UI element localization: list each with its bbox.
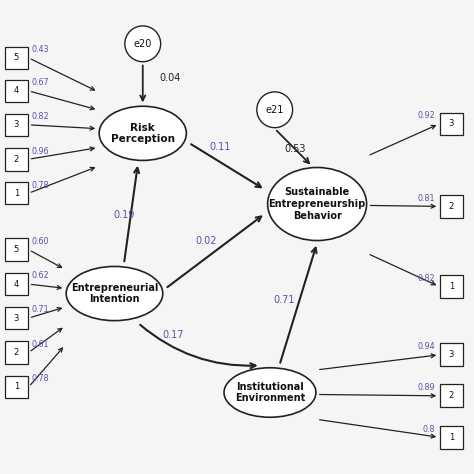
Ellipse shape xyxy=(66,266,163,320)
Text: 4: 4 xyxy=(14,86,19,95)
Text: 0.92: 0.92 xyxy=(418,111,436,120)
Text: 0.78: 0.78 xyxy=(31,374,49,383)
Text: 3: 3 xyxy=(449,119,454,128)
Text: 0.94: 0.94 xyxy=(418,342,436,351)
FancyBboxPatch shape xyxy=(5,341,28,364)
Text: 0.96: 0.96 xyxy=(31,146,49,155)
Text: 0.82: 0.82 xyxy=(418,274,436,283)
Ellipse shape xyxy=(224,368,316,417)
FancyBboxPatch shape xyxy=(5,307,28,329)
Text: Risk
Perception: Risk Perception xyxy=(111,123,175,144)
Text: 0.04: 0.04 xyxy=(159,73,181,83)
Text: 3: 3 xyxy=(449,350,454,359)
FancyBboxPatch shape xyxy=(5,182,28,204)
Text: 2: 2 xyxy=(14,348,19,357)
Text: 0.17: 0.17 xyxy=(163,330,184,340)
Text: Institutional
Environment: Institutional Environment xyxy=(235,382,305,403)
Text: 0.19: 0.19 xyxy=(113,210,135,220)
FancyBboxPatch shape xyxy=(439,113,463,135)
Text: 0.62: 0.62 xyxy=(31,272,49,281)
FancyBboxPatch shape xyxy=(439,426,463,448)
Ellipse shape xyxy=(99,106,186,160)
Text: 2: 2 xyxy=(14,155,19,164)
FancyBboxPatch shape xyxy=(439,195,463,218)
Text: 1: 1 xyxy=(14,189,19,198)
Text: 1: 1 xyxy=(449,433,454,442)
FancyBboxPatch shape xyxy=(5,114,28,136)
Text: 4: 4 xyxy=(14,280,19,289)
Text: 0.82: 0.82 xyxy=(31,112,49,121)
Text: 2: 2 xyxy=(449,202,454,211)
Text: 5: 5 xyxy=(14,245,19,254)
Text: Entrepreneurial
Intention: Entrepreneurial Intention xyxy=(71,283,158,304)
Text: 0.11: 0.11 xyxy=(210,142,231,152)
Text: e21: e21 xyxy=(265,105,284,115)
FancyBboxPatch shape xyxy=(5,273,28,295)
Text: 0.61: 0.61 xyxy=(31,340,48,349)
Text: 0.60: 0.60 xyxy=(31,237,48,246)
Text: 0.43: 0.43 xyxy=(31,46,48,55)
FancyBboxPatch shape xyxy=(5,46,28,69)
FancyBboxPatch shape xyxy=(5,375,28,398)
FancyBboxPatch shape xyxy=(5,238,28,261)
Text: 0.53: 0.53 xyxy=(284,144,306,154)
FancyBboxPatch shape xyxy=(439,275,463,298)
Text: 3: 3 xyxy=(14,120,19,129)
Text: 0.02: 0.02 xyxy=(196,236,217,246)
Text: 0.78: 0.78 xyxy=(31,181,49,190)
Text: Sustainable
Entrepreneurship
Behavior: Sustainable Entrepreneurship Behavior xyxy=(268,187,366,220)
Text: 1: 1 xyxy=(14,383,19,392)
FancyBboxPatch shape xyxy=(5,148,28,171)
FancyBboxPatch shape xyxy=(5,80,28,102)
Text: 1: 1 xyxy=(449,282,454,291)
Text: 0.71: 0.71 xyxy=(273,295,295,305)
FancyBboxPatch shape xyxy=(439,384,463,407)
Ellipse shape xyxy=(125,26,161,62)
Text: e20: e20 xyxy=(134,39,152,49)
FancyBboxPatch shape xyxy=(439,344,463,366)
Text: 0.89: 0.89 xyxy=(418,383,436,392)
Ellipse shape xyxy=(257,92,292,128)
Text: 2: 2 xyxy=(449,392,454,401)
Text: 0.81: 0.81 xyxy=(418,194,436,203)
Text: 3: 3 xyxy=(14,313,19,322)
Text: 5: 5 xyxy=(14,54,19,63)
Ellipse shape xyxy=(268,167,366,240)
Text: 0.71: 0.71 xyxy=(31,305,49,314)
Text: 0.67: 0.67 xyxy=(31,78,49,87)
Text: 0.8: 0.8 xyxy=(423,425,436,434)
